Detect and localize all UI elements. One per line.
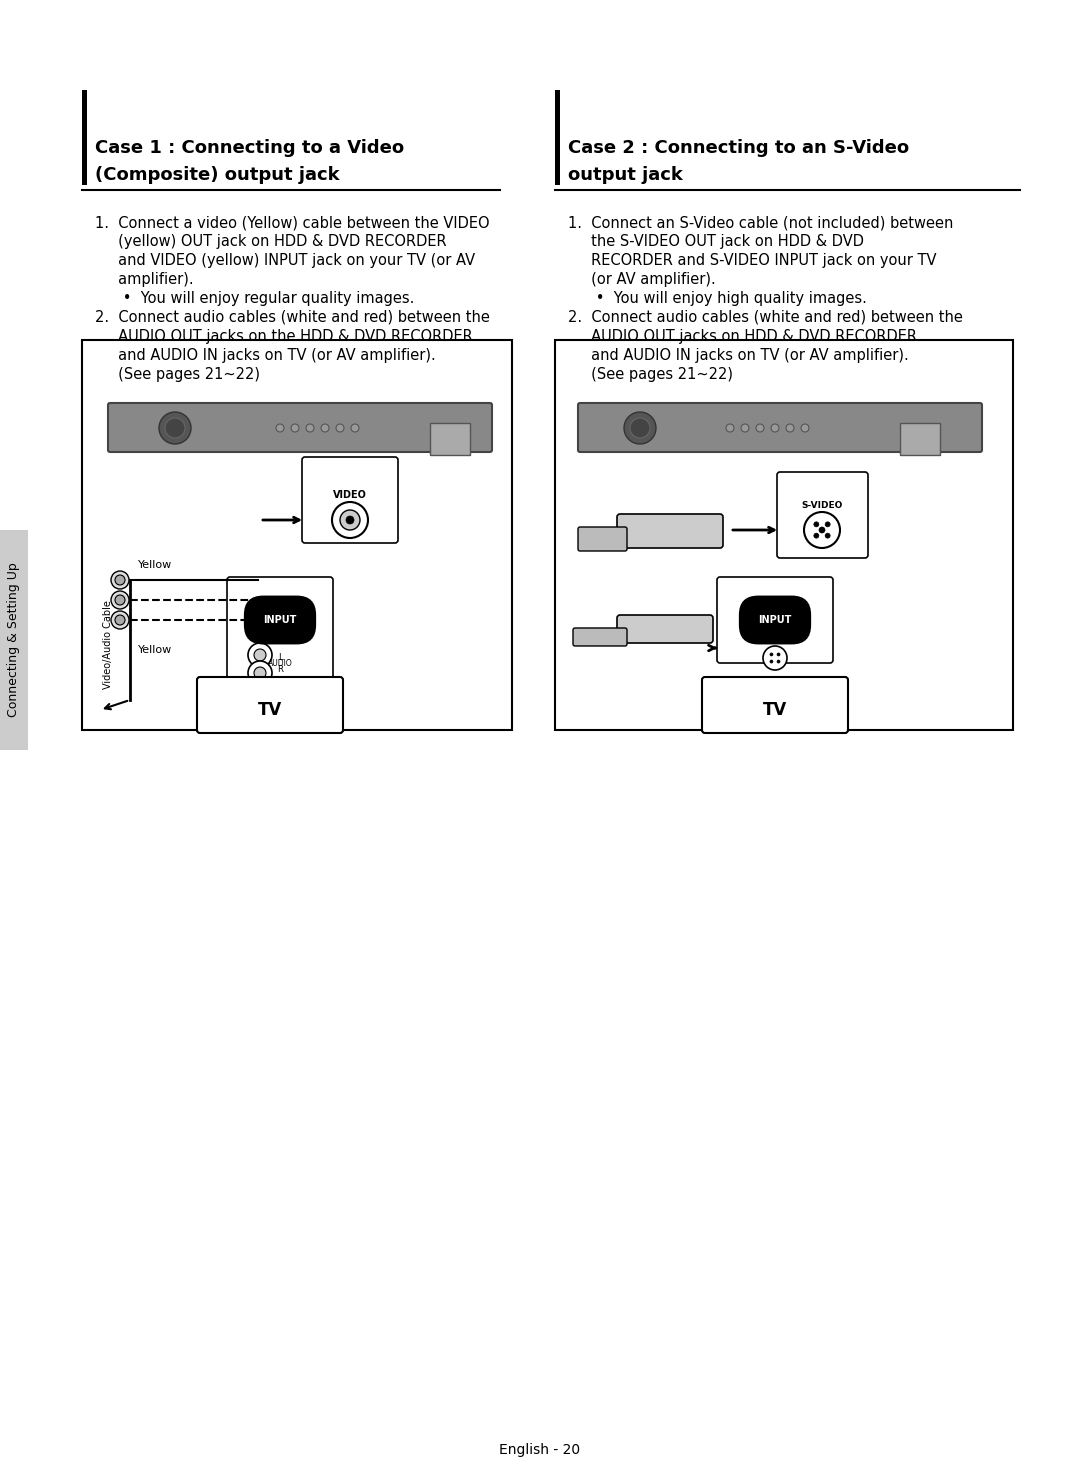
Bar [82,90,87,185]
Text: R: R [278,665,283,674]
FancyBboxPatch shape [617,615,713,643]
Text: AUDIO OUT jacks on the HDD & DVD RECORDER: AUDIO OUT jacks on the HDD & DVD RECORDE… [95,329,473,344]
FancyBboxPatch shape [573,628,627,646]
Bar [900,424,940,455]
Circle shape [741,424,750,432]
Text: 2.  Connect audio cables (white and red) between the: 2. Connect audio cables (white and red) … [95,310,490,324]
Text: AUDIO: AUDIO [268,659,293,668]
Circle shape [114,615,125,625]
Bar [555,90,561,185]
Circle shape [276,424,284,432]
Circle shape [111,612,129,629]
Text: VIDEO: VIDEO [266,631,294,640]
Circle shape [254,666,266,678]
Circle shape [819,527,825,533]
FancyBboxPatch shape [302,458,399,544]
Circle shape [786,424,794,432]
Text: (or AV amplifier).: (or AV amplifier). [568,273,716,287]
Circle shape [159,412,191,444]
Circle shape [801,424,809,432]
Circle shape [291,424,299,432]
Text: S-VIDEO: S-VIDEO [801,501,842,509]
Circle shape [114,595,125,606]
Text: VIDEO: VIDEO [333,490,367,501]
Circle shape [321,424,329,432]
Text: L: L [278,653,282,662]
Circle shape [248,661,272,686]
FancyBboxPatch shape [197,677,343,733]
Circle shape [756,424,764,432]
Circle shape [114,575,125,585]
FancyBboxPatch shape [617,514,723,548]
Circle shape [771,424,779,432]
Text: Yellow: Yellow [138,560,172,570]
Text: S-VIDEO: S-VIDEO [757,635,794,644]
Text: (yellow) OUT jack on HDD & DVD RECORDER: (yellow) OUT jack on HDD & DVD RECORDER [95,234,447,249]
Text: INPUT: INPUT [758,615,792,625]
FancyBboxPatch shape [227,578,333,683]
Circle shape [165,418,185,438]
Text: output jack: output jack [568,166,683,184]
Circle shape [346,515,354,524]
Circle shape [804,512,840,548]
Circle shape [814,521,819,527]
Circle shape [336,424,345,432]
Text: Case 2 : Connecting to an S-Video: Case 2 : Connecting to an S-Video [568,139,909,157]
Circle shape [770,661,773,663]
FancyBboxPatch shape [108,403,492,452]
Text: •  You will enjoy regular quality images.: • You will enjoy regular quality images. [95,290,415,307]
FancyBboxPatch shape [777,472,868,558]
Circle shape [340,509,360,530]
Text: TV: TV [258,701,282,718]
Text: 1.  Connect a video (Yellow) cable between the VIDEO: 1. Connect a video (Yellow) cable betwee… [95,215,489,230]
Text: Yellow: Yellow [138,646,172,655]
Circle shape [111,591,129,609]
Text: RECORDER and S-VIDEO INPUT jack on your TV: RECORDER and S-VIDEO INPUT jack on your … [568,253,936,268]
Text: and VIDEO (yellow) INPUT jack on your TV (or AV: and VIDEO (yellow) INPUT jack on your TV… [95,253,475,268]
Text: and AUDIO IN jacks on TV (or AV amplifier).: and AUDIO IN jacks on TV (or AV amplifie… [95,348,435,363]
Bar [82,341,512,730]
Text: the S-VIDEO OUT jack on HDD & DVD: the S-VIDEO OUT jack on HDD & DVD [568,234,864,249]
Text: 1.  Connect an S-Video cable (not included) between: 1. Connect an S-Video cable (not include… [568,215,954,230]
Circle shape [825,521,831,527]
Circle shape [814,533,819,538]
Text: AUDIO OUT jacks on HDD & DVD RECORDER: AUDIO OUT jacks on HDD & DVD RECORDER [568,329,917,344]
Circle shape [762,646,787,669]
Text: (Composite) output jack: (Composite) output jack [95,166,339,184]
Circle shape [332,502,368,538]
Bar [430,424,470,455]
Text: Connecting & Setting Up: Connecting & Setting Up [8,563,21,717]
Circle shape [248,643,272,666]
Circle shape [630,418,650,438]
Circle shape [726,424,734,432]
Circle shape [254,649,266,661]
Bar [555,341,1013,730]
Text: (See pages 21~22): (See pages 21~22) [95,367,260,382]
Text: amplifier).: amplifier). [95,273,193,287]
Circle shape [825,533,831,538]
Text: (See pages 21~22): (See pages 21~22) [568,367,733,382]
Text: and AUDIO IN jacks on TV (or AV amplifier).: and AUDIO IN jacks on TV (or AV amplifie… [568,348,908,363]
Bar [0,530,28,749]
Circle shape [351,424,359,432]
Circle shape [770,653,773,656]
Text: TV: TV [762,701,787,718]
FancyBboxPatch shape [578,403,982,452]
Text: INPUT: INPUT [264,615,297,625]
Circle shape [624,412,656,444]
Text: English - 20: English - 20 [499,1442,581,1457]
FancyBboxPatch shape [717,578,833,663]
Text: Case 1 : Connecting to a Video: Case 1 : Connecting to a Video [95,139,404,157]
Circle shape [111,572,129,589]
Circle shape [777,661,780,663]
Text: •  You will enjoy high quality images.: • You will enjoy high quality images. [568,290,867,307]
Circle shape [306,424,314,432]
FancyBboxPatch shape [578,527,627,551]
FancyBboxPatch shape [702,677,848,733]
Circle shape [777,653,780,656]
Text: Video/Audio Cable: Video/Audio Cable [103,601,113,690]
Text: 2.  Connect audio cables (white and red) between the: 2. Connect audio cables (white and red) … [568,310,963,324]
